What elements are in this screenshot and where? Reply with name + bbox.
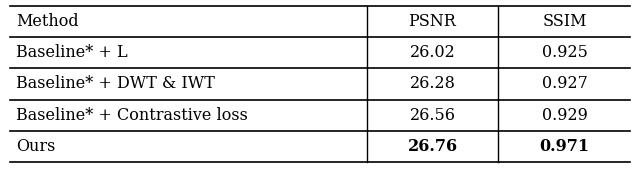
Text: 26.76: 26.76 [408, 138, 458, 155]
Text: SSIM: SSIM [542, 13, 587, 30]
Text: Ours: Ours [16, 138, 56, 155]
Text: Baseline* + DWT & IWT: Baseline* + DWT & IWT [16, 75, 215, 93]
Text: 0.929: 0.929 [541, 107, 588, 124]
Text: 26.56: 26.56 [410, 107, 456, 124]
Text: 0.927: 0.927 [541, 75, 588, 93]
Text: Baseline* + L: Baseline* + L [16, 44, 127, 61]
Text: 0.971: 0.971 [540, 138, 589, 155]
Text: 0.925: 0.925 [541, 44, 588, 61]
Text: 26.02: 26.02 [410, 44, 456, 61]
Text: PSNR: PSNR [408, 13, 456, 30]
Text: 26.28: 26.28 [410, 75, 456, 93]
Text: Baseline* + Contrastive loss: Baseline* + Contrastive loss [16, 107, 248, 124]
Text: Method: Method [16, 13, 79, 30]
